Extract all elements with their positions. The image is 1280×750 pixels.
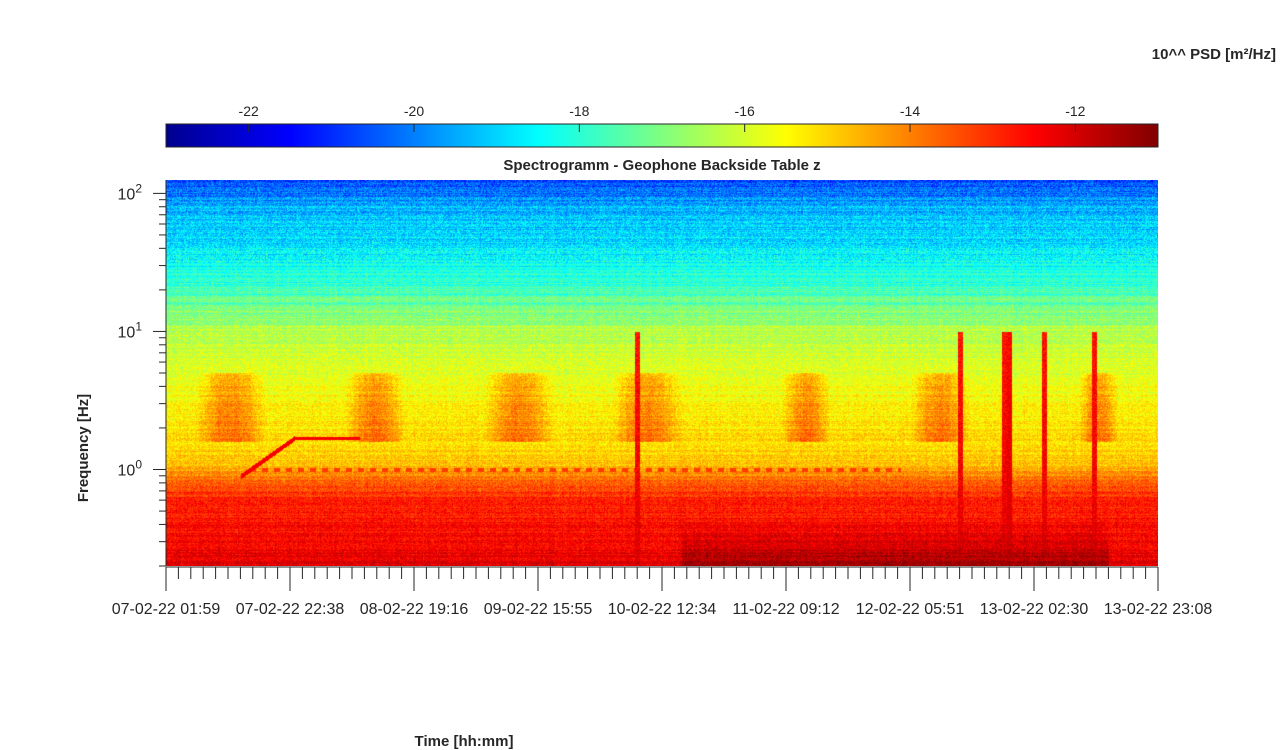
x-tick-label: 07-02-22 22:38 — [236, 601, 345, 618]
chart-title: Spectrogramm - Geophone Backside Table z — [503, 157, 820, 174]
y-tick-label: 102 — [118, 181, 143, 203]
x-tick-label: 10-02-22 12:34 — [608, 601, 717, 618]
x-axis: 07-02-22 01:59 07-02-22 22:38 08-02-22 19:… — [112, 566, 1213, 618]
colorbar-tick-label: -18 — [569, 103, 589, 119]
plot-area — [166, 180, 1158, 566]
colorbar-ticks: -22 -20 -18 -16 -14 -12 — [239, 103, 1086, 132]
x-tick-label: 13-02-22 23:08 — [1104, 601, 1213, 618]
x-tick-label: 09-02-22 15:55 — [484, 601, 593, 618]
y-tick-label: 101 — [118, 319, 143, 341]
colorbar-tick-label: -22 — [239, 103, 259, 119]
x-tick-label: 07-02-22 01:59 — [112, 601, 221, 618]
y-tick-label: 100 — [118, 458, 143, 480]
x-tick-label: 13-02-22 02:30 — [980, 601, 1089, 618]
spectrogram-heatmap — [166, 180, 1158, 566]
x-axis-label: Time [hh:mm] — [415, 733, 514, 750]
colorbar-tick-label: -14 — [900, 103, 920, 119]
colorbar: -22 -20 -18 -16 -14 -12 — [165, 103, 1159, 148]
colorbar-gradient — [165, 123, 1159, 148]
colorbar-tick-label: -20 — [404, 103, 424, 119]
colorbar-label: 10^^ PSD [m²/Hz] — [1152, 46, 1276, 63]
colorbar-tick-label: -12 — [1065, 103, 1085, 119]
y-axis: 100 101 102 — [118, 180, 167, 567]
x-tick-label: 12-02-22 05:51 — [856, 601, 965, 618]
y-axis-label: Frequency [Hz] — [75, 394, 92, 502]
x-tick-label: 11-02-22 09:12 — [732, 601, 839, 618]
colorbar-tick-label: -16 — [735, 103, 755, 119]
x-tick-label: 08-02-22 19:16 — [360, 601, 469, 618]
